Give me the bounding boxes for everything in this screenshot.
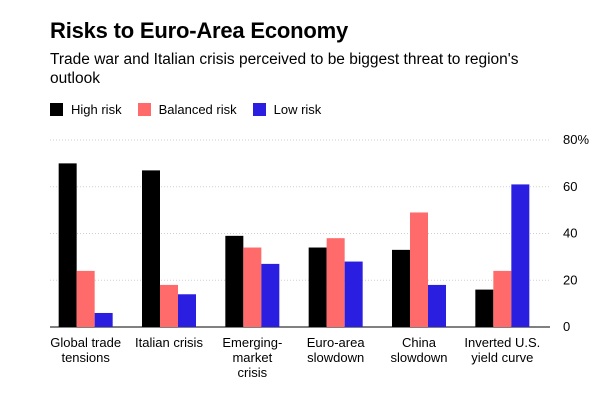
category-label-line: slowdown [307,350,364,365]
bar-low-risk [94,312,113,327]
category-label-line: Inverted U.S. [464,335,540,350]
bar-balanced-risk [243,247,262,327]
bar-balanced-risk [76,270,95,327]
legend-label-high-risk: High risk [71,102,122,117]
category-label-line: China [402,335,437,350]
bar-low-risk [178,294,196,327]
y-tick-label: 80% [563,132,589,147]
category-label-line: Emerging- [222,335,282,350]
legend-swatch-low-risk [252,103,266,116]
category-label-line: yield curve [471,350,533,365]
category-label-line: Euro-area [307,335,366,350]
category-label: Italian crisis [135,335,203,350]
bar-balanced-risk [160,284,178,327]
legend-item-high-risk: High risk [50,102,122,117]
category-label: Emerging-market crisis [222,335,282,380]
legend-label-low-risk: Low risk [273,102,322,117]
legend-item-balanced-risk: Balanced risk [137,102,237,117]
category-label-line: slowdown [390,350,447,365]
bar-high-risk [142,170,160,327]
bar-low-risk [344,261,363,327]
legend: High risk Balanced risk Low risk [50,102,337,117]
category-label-line: tensions [61,350,110,365]
category-label-line: Global trade [50,335,121,350]
bar-low-risk [261,263,280,327]
y-tick-label: 20 [563,272,577,287]
category-label: China slowdown [390,335,447,365]
bar-high-risk [308,247,327,327]
category-label-line: Italian crisis [135,335,203,350]
category-label-line: crisis [238,365,268,380]
chart-title: Risks to Euro-Area Economy [50,18,348,43]
legend-item-low-risk: Low risk [252,102,322,117]
category-label: Global trade tensions [50,335,121,365]
legend-label-balanced-risk: Balanced risk [158,102,237,117]
legend-swatch-balanced-risk [137,103,151,116]
category-label: Euro-area slowdown [307,335,366,365]
legend-swatch-high-risk [50,103,63,116]
bar-balanced-risk [493,270,512,327]
bar-high-risk [225,235,244,327]
bar-high-risk [58,163,77,327]
bar-balanced-risk [410,212,428,327]
bar-high-risk [475,289,494,327]
chart-subtitle: Trade war and Italian crisis perceived t… [50,51,519,87]
y-tick-label: 60 [563,179,577,194]
category-label-line: market [232,350,272,365]
bar-high-risk [392,249,410,327]
bar-low-risk [511,184,530,327]
bar-balanced-risk [326,238,345,327]
y-tick-label: 40 [563,226,577,241]
y-tick-label: 0 [563,319,570,334]
category-label: Inverted U.S. yield curve [464,335,540,365]
bar-low-risk [428,284,446,327]
